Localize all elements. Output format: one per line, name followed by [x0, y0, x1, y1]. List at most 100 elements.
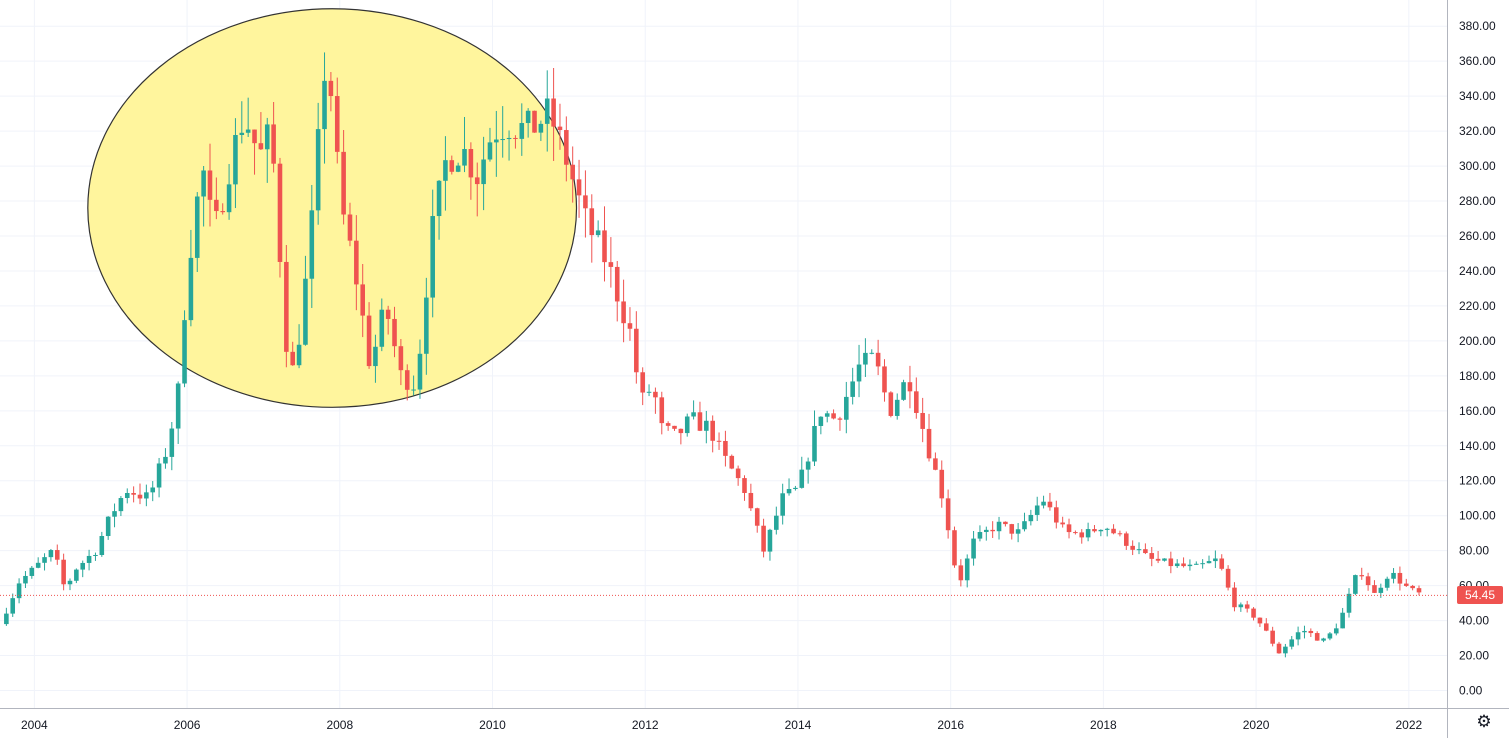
candle-99	[634, 311, 639, 384]
candle-body-73	[468, 149, 474, 178]
candle-14	[93, 552, 98, 561]
candle-body-11	[74, 569, 79, 581]
candle-body-157	[1003, 521, 1008, 525]
candle-62	[398, 339, 404, 386]
candle-body-61	[392, 318, 397, 347]
candle-body-182	[1162, 558, 1167, 561]
candle-body-54	[347, 214, 353, 241]
candle-112	[716, 432, 722, 450]
candle-129	[824, 410, 830, 423]
candle-body-118	[754, 508, 760, 526]
candle-182	[1162, 558, 1167, 562]
candle-body-74	[474, 177, 480, 185]
y-tick-label-2: 40.00	[1459, 614, 1489, 628]
candle-body-133	[850, 381, 855, 397]
x-tick-label-2: 2008	[326, 718, 353, 732]
candle-158	[1009, 523, 1015, 540]
candle-body-40	[258, 143, 264, 150]
candle-body-62	[398, 346, 404, 371]
candle-222	[1416, 585, 1422, 596]
candle-body-34	[220, 211, 226, 213]
candle-body-145	[926, 428, 932, 459]
candle-body-215	[1372, 585, 1377, 593]
candle-70	[449, 155, 455, 175]
candle-body-13	[86, 555, 92, 563]
candle-body-213	[1359, 575, 1365, 577]
candle-57	[366, 302, 372, 369]
candle-body-140	[894, 399, 900, 416]
candle-body-5	[35, 562, 41, 568]
candle-103	[659, 391, 665, 435]
candle-221	[1410, 584, 1415, 591]
candle-body-167	[1066, 524, 1072, 533]
x-tick-label-7: 2018	[1090, 718, 1117, 732]
candle-2	[16, 578, 22, 604]
candle-body-10	[67, 580, 73, 585]
candle-213	[1359, 567, 1365, 580]
x-tick-label-3: 2010	[479, 718, 506, 732]
candle-body-121	[774, 515, 779, 530]
candle-body-46	[296, 344, 302, 366]
candle-88	[564, 116, 569, 182]
candle-194	[1238, 602, 1244, 612]
candle-163	[1041, 495, 1046, 509]
candle-138	[882, 359, 887, 402]
x-tick-label-9: 2022	[1395, 718, 1422, 732]
candle-body-82	[525, 110, 531, 124]
candle-body-86	[551, 98, 556, 127]
candle-113	[723, 430, 728, 467]
candle-body-83	[532, 110, 537, 133]
y-tick-label-0: 0.00	[1459, 684, 1483, 698]
candle-body-22	[144, 492, 149, 499]
candle-66	[424, 277, 429, 375]
candle-body-55	[354, 240, 359, 285]
highlight-ellipse-shape	[87, 8, 578, 408]
candle-body-122	[780, 493, 785, 516]
candle-204	[1302, 625, 1307, 639]
y-tick-label-9: 180.00	[1459, 369, 1496, 383]
candle-109	[697, 401, 703, 432]
candle-207	[1321, 637, 1326, 643]
candle-206	[1314, 631, 1320, 641]
candle-8	[54, 544, 60, 565]
candle-body-43	[277, 163, 283, 262]
candle-137	[875, 339, 881, 376]
y-tick-label-15: 300.00	[1459, 159, 1496, 173]
candle-body-135	[863, 352, 868, 365]
candle-body-176	[1124, 533, 1129, 546]
candle-body-58	[373, 346, 378, 367]
candle-98	[627, 307, 633, 341]
candle-68	[436, 180, 442, 240]
candle-27	[175, 381, 181, 444]
candle-56	[360, 263, 365, 338]
candle-159	[1015, 523, 1021, 543]
settings-gear-icon[interactable]: ⚙	[1476, 712, 1492, 731]
candle-80	[513, 135, 518, 149]
candle-body-85	[544, 98, 550, 124]
candle-body-92	[589, 208, 595, 236]
candle-body-185	[1181, 563, 1186, 567]
candle-186	[1187, 559, 1193, 571]
candle-63	[404, 364, 410, 401]
y-tick-label-13: 260.00	[1459, 229, 1496, 243]
candle-body-109	[697, 412, 703, 431]
candle-body-26	[169, 428, 175, 457]
candle-96	[614, 260, 620, 322]
candle-50	[322, 52, 327, 164]
candle-100	[640, 367, 645, 406]
candle-73	[468, 142, 474, 200]
candle-body-177	[1130, 545, 1135, 550]
candle-body-206	[1314, 633, 1320, 641]
candle-body-170	[1085, 529, 1091, 538]
candle-130	[831, 409, 836, 420]
candlestick-series	[4, 52, 1422, 658]
candle-body-207	[1321, 638, 1326, 641]
candle-body-45	[290, 351, 295, 366]
candle-body-112	[716, 440, 722, 442]
candle-217	[1384, 576, 1390, 591]
candle-body-199	[1270, 630, 1275, 644]
candle-body-203	[1295, 632, 1301, 640]
candle-body-214	[1365, 576, 1371, 586]
candle-9	[61, 553, 66, 591]
